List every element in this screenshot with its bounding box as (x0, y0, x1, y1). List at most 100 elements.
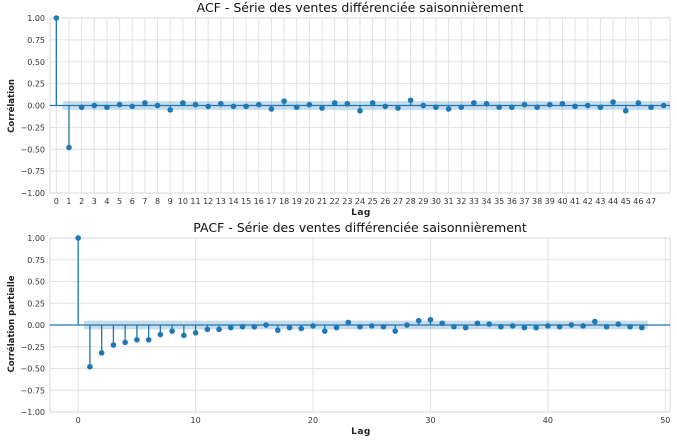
data-point (445, 106, 452, 112)
y-tick-label: 0.00 (27, 102, 45, 111)
data-point (610, 99, 616, 105)
x-tick-label: 6 (130, 197, 135, 206)
data-point (483, 100, 490, 107)
data-point (615, 321, 622, 327)
x-tick-label: 15 (241, 197, 251, 206)
data-point (498, 323, 504, 330)
data-point (263, 322, 269, 328)
data-point (218, 100, 224, 107)
y-tick-label: −1.00 (20, 189, 45, 198)
data-point (87, 363, 93, 370)
data-point (243, 103, 249, 110)
data-point (380, 323, 387, 330)
data-point (639, 324, 645, 331)
acf-x-ticks: 0 1 2 3 4 5 6 7 8 9 10 11 12 13 14 15 16 17 18 19 20 21 22 23 24… (54, 197, 656, 206)
data-point (129, 103, 136, 110)
pacf-x-axis-label: Lag (351, 427, 371, 437)
data-point (556, 323, 563, 330)
acf-y-axis-label: Corrélation (6, 79, 17, 133)
data-point (534, 104, 540, 111)
data-point (462, 324, 469, 331)
x-tick-label: 22 (330, 197, 340, 206)
y-tick-label: −0.50 (20, 365, 45, 374)
data-point (110, 342, 117, 348)
x-tick-label: 9 (168, 197, 173, 206)
data-point (660, 102, 667, 109)
data-point (145, 336, 152, 343)
data-point (433, 104, 439, 111)
pacf-y-ticks: 1.00 0.75 0.50 0.25 0.00 −0.25 −0.50 −0.75 −1.00 (20, 234, 45, 417)
data-point (98, 350, 105, 356)
data-point (392, 328, 399, 334)
data-point (53, 15, 60, 21)
data-point (167, 107, 174, 113)
data-point (451, 323, 457, 330)
data-point (603, 323, 610, 330)
x-tick-label: 1 (66, 197, 71, 206)
data-point (319, 105, 325, 111)
x-tick-label: 35 (494, 197, 504, 206)
x-tick-label: 36 (507, 197, 517, 206)
data-point (471, 100, 477, 106)
data-point (116, 101, 123, 108)
x-tick-label: 45 (621, 197, 631, 206)
data-point (169, 328, 175, 334)
data-point (333, 324, 340, 331)
data-point (205, 103, 211, 110)
x-tick-label: 46 (633, 197, 643, 206)
data-point (344, 100, 351, 107)
data-point (648, 104, 654, 111)
x-tick-label: 2 (79, 197, 84, 206)
pacf-y-axis-label: Corrélation partielle (6, 275, 17, 372)
pacf-title: PACF - Série des ventes différenciée sai… (193, 220, 527, 235)
data-point (407, 97, 414, 104)
x-tick-label: 16 (254, 197, 264, 206)
data-point (255, 101, 262, 108)
data-point (572, 103, 578, 110)
y-tick-label: 1.00 (27, 14, 45, 23)
x-tick-label: 28 (406, 197, 416, 206)
data-point (427, 316, 434, 323)
x-tick-label: 10 (191, 416, 201, 425)
data-point (181, 332, 187, 339)
data-point (142, 100, 148, 106)
x-tick-label: 26 (380, 197, 390, 206)
y-tick-label: 1.00 (27, 234, 45, 243)
y-tick-label: −0.75 (20, 386, 45, 395)
data-point (216, 326, 222, 333)
x-tick-label: 38 (532, 197, 542, 206)
data-point (345, 319, 352, 326)
pacf-panel: PACF - Série des ventes différenciée sai… (6, 220, 671, 437)
data-point (559, 100, 566, 107)
y-tick-label: 0.50 (27, 278, 45, 287)
data-point (369, 100, 376, 106)
x-tick-label: 11 (190, 197, 200, 206)
data-point (368, 323, 375, 329)
x-tick-label: 37 (519, 197, 529, 206)
data-point (382, 103, 389, 110)
x-tick-label: 24 (355, 197, 365, 206)
data-point (486, 321, 492, 327)
data-point (91, 102, 98, 109)
y-tick-label: 0.25 (27, 299, 45, 308)
x-tick-label: 43 (595, 197, 605, 206)
data-point (306, 101, 313, 108)
data-point (321, 328, 328, 334)
x-tick-label: 33 (469, 197, 479, 206)
data-point (509, 323, 516, 329)
data-point (496, 104, 502, 111)
x-tick-label: 18 (279, 197, 289, 206)
y-tick-label: 0.25 (27, 80, 45, 89)
acf-x-axis-label: Lag (351, 208, 371, 218)
data-point (275, 327, 281, 334)
y-tick-label: −0.25 (20, 123, 45, 132)
data-point (180, 100, 186, 106)
data-point (298, 325, 305, 332)
x-tick-label: 25 (368, 197, 378, 206)
data-point (331, 100, 338, 106)
data-point (122, 339, 128, 346)
data-point (66, 144, 72, 151)
data-point (286, 324, 293, 331)
y-tick-label: −1.00 (20, 408, 45, 417)
data-point (597, 104, 604, 111)
